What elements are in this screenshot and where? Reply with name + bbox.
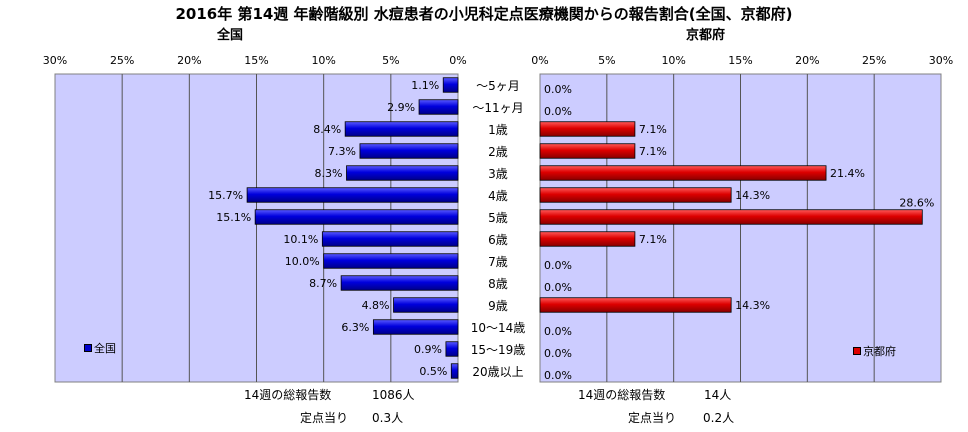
category-label: 20歳以上 — [472, 365, 523, 379]
kyoto-data-label: 7.1% — [639, 145, 667, 158]
national-bar — [321, 231, 459, 247]
kyoto-tick-label: 5% — [598, 54, 615, 67]
category-label: 8歳 — [488, 277, 508, 291]
category-label: 15～19歳 — [471, 343, 526, 357]
kyoto-data-label: 28.6% — [899, 197, 934, 210]
kyoto-data-label: 0.0% — [544, 259, 572, 272]
legend-kyoto-swatch — [853, 347, 861, 355]
national-bar — [372, 319, 459, 335]
national-bar — [323, 253, 459, 269]
national-data-label: 8.4% — [313, 123, 341, 136]
national-bar — [442, 77, 459, 93]
national-per-value: 0.3人 — [372, 411, 404, 425]
national-bar — [246, 187, 459, 203]
national-bar — [445, 341, 459, 357]
national-bar — [254, 209, 459, 225]
kyoto-data-label: 7.1% — [639, 233, 667, 246]
national-per-sentinel: 定点当り 0.3人 — [300, 409, 403, 426]
kyoto-bar — [539, 187, 732, 203]
national-data-label: 8.3% — [315, 167, 343, 180]
national-tick-label: 5% — [382, 54, 399, 67]
national-data-label: 6.3% — [341, 321, 369, 334]
kyoto-tick-label: 30% — [929, 54, 953, 67]
right-panel-header: 京都府 — [686, 28, 726, 43]
kyoto-total-reports: 14週の総報告数 14人 — [578, 386, 731, 403]
kyoto-bar — [539, 297, 732, 313]
kyoto-tick-label: 25% — [862, 54, 886, 67]
national-data-label: 10.0% — [285, 255, 320, 268]
category-label: ～11ヶ月 — [472, 101, 523, 115]
national-tick-label: 25% — [110, 54, 134, 67]
legend-kyoto: 京都府 — [853, 343, 896, 359]
national-data-label: 4.8% — [362, 299, 390, 312]
legend-national-swatch — [84, 344, 92, 352]
national-bar — [418, 99, 459, 115]
kyoto-per-sentinel: 定点当り 0.2人 — [628, 409, 734, 426]
national-bar — [344, 121, 459, 137]
category-label: 6歳 — [488, 233, 508, 247]
national-data-label: 0.5% — [419, 365, 447, 378]
national-bar — [359, 143, 459, 159]
national-per-label: 定点当り — [300, 411, 349, 425]
national-bar — [346, 165, 459, 181]
legend-kyoto-label: 京都府 — [863, 345, 896, 358]
national-tick-label: 20% — [177, 54, 201, 67]
kyoto-bar — [539, 121, 636, 137]
category-label: 9歳 — [488, 299, 508, 313]
kyoto-tick-label: 10% — [661, 54, 685, 67]
national-bar — [340, 275, 459, 291]
category-label: ～5ヶ月 — [476, 79, 520, 93]
chart-title: 2016年 第14週 年齢階級別 水痘患者の小児科定点医療機関からの報告割合(全… — [175, 5, 793, 23]
national-tick-label: 0% — [449, 54, 466, 67]
kyoto-data-label: 14.3% — [735, 299, 770, 312]
category-label: 10～14歳 — [471, 321, 526, 335]
national-data-label: 8.7% — [309, 277, 337, 290]
national-data-label: 15.1% — [216, 211, 251, 224]
national-bar — [450, 363, 459, 379]
kyoto-data-label: 0.0% — [544, 281, 572, 294]
national-tick-label: 30% — [43, 54, 67, 67]
national-total-label: 14週の総報告数 — [244, 388, 332, 402]
kyoto-data-label: 21.4% — [830, 167, 865, 180]
legend-national: 全国 — [84, 340, 116, 356]
kyoto-total-label: 14週の総報告数 — [578, 388, 666, 402]
kyoto-data-label: 14.3% — [735, 189, 770, 202]
national-data-label: 2.9% — [387, 101, 415, 114]
national-data-label: 0.9% — [414, 343, 442, 356]
category-label: 4歳 — [488, 189, 508, 203]
national-total-value: 1086人 — [372, 388, 415, 402]
kyoto-tick-label: 20% — [795, 54, 819, 67]
kyoto-data-label: 7.1% — [639, 123, 667, 136]
national-tick-label: 10% — [311, 54, 335, 67]
category-label: 5歳 — [488, 211, 508, 225]
legend-national-label: 全国 — [94, 342, 116, 355]
kyoto-per-label: 定点当り — [628, 411, 677, 425]
national-data-label: 15.7% — [208, 189, 243, 202]
kyoto-data-label: 0.0% — [544, 105, 572, 118]
left-panel-header: 全国 — [217, 28, 244, 43]
kyoto-bar — [539, 165, 827, 181]
category-label: 2歳 — [488, 145, 508, 159]
kyoto-tick-label: 15% — [728, 54, 752, 67]
kyoto-bar — [539, 209, 923, 225]
national-total-reports: 14週の総報告数 1086人 — [244, 386, 415, 403]
national-data-label: 10.1% — [283, 233, 318, 246]
category-label: 3歳 — [488, 167, 508, 181]
kyoto-bar — [539, 143, 636, 159]
national-data-label: 7.3% — [328, 145, 356, 158]
kyoto-tick-label: 0% — [531, 54, 548, 67]
kyoto-total-value: 14人 — [704, 388, 732, 402]
kyoto-data-label: 0.0% — [544, 347, 572, 360]
kyoto-bar — [539, 231, 636, 247]
category-label: 1歳 — [488, 123, 508, 137]
kyoto-data-label: 0.0% — [544, 369, 572, 382]
kyoto-data-label: 0.0% — [544, 83, 572, 96]
kyoto-data-label: 0.0% — [544, 325, 572, 338]
national-tick-label: 15% — [244, 54, 268, 67]
national-data-label: 1.1% — [411, 79, 439, 92]
category-label: 7歳 — [488, 255, 508, 269]
kyoto-per-value: 0.2人 — [703, 411, 735, 425]
national-bar — [393, 297, 459, 313]
